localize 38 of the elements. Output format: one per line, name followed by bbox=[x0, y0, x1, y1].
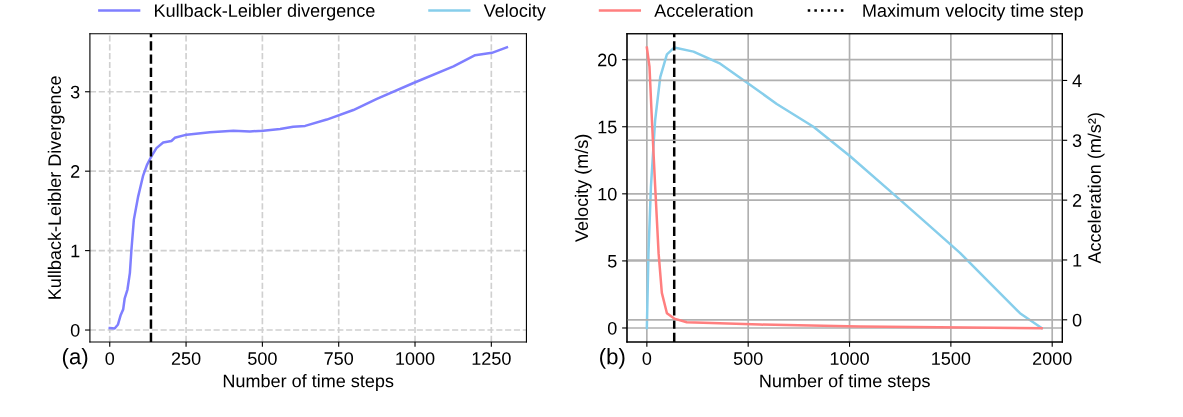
x-tick-label: 500 bbox=[248, 352, 277, 365]
x-tick-label: 1000 bbox=[830, 352, 869, 365]
text: (b) bbox=[600, 348, 625, 369]
y-axis-title: Kullback-Leibler Divergence bbox=[47, 76, 65, 299]
x-tick-label: 0 bbox=[105, 352, 115, 365]
y2-tick-label: 0 bbox=[1072, 313, 1082, 327]
x-tick-label: 1500 bbox=[932, 352, 971, 365]
y2-tick-label: 3 bbox=[1072, 134, 1082, 148]
y-tick-label: 5 bbox=[607, 255, 617, 268]
x-axis-title: Number of time steps bbox=[223, 374, 394, 391]
x-tick-label: 1000 bbox=[396, 352, 435, 365]
y-tick-label: 2 bbox=[71, 165, 80, 178]
y2-axis-title: Acceleration (m/s²) bbox=[1087, 113, 1105, 264]
y-axis-title: Velocity (m/s) bbox=[574, 134, 592, 242]
legend-label: Acceleration bbox=[654, 3, 753, 17]
y-tick-label: 3 bbox=[70, 85, 80, 99]
y-tick-label: 15 bbox=[598, 120, 617, 134]
line-series bbox=[108, 46, 509, 330]
y-tick-label: 1 bbox=[71, 244, 80, 258]
legend-label: Velocity bbox=[483, 3, 546, 21]
x-tick-label: 500 bbox=[733, 352, 763, 365]
x-tick-label: 750 bbox=[324, 352, 354, 365]
x-axis-title: Number of time steps bbox=[760, 374, 930, 391]
x-tick-label: 250 bbox=[171, 352, 201, 365]
line-series bbox=[645, 46, 1043, 330]
x-tick-label: 2000 bbox=[1033, 352, 1072, 365]
x-tick-label: 0 bbox=[642, 352, 652, 365]
text: (a) bbox=[62, 348, 88, 369]
x-tick-label: 1250 bbox=[472, 352, 511, 365]
y2-tick-label: 1 bbox=[1073, 254, 1082, 267]
y2-tick-label: 4 bbox=[1072, 74, 1082, 87]
y2-tick-label: 2 bbox=[1072, 194, 1082, 207]
y-tick-label: 10 bbox=[598, 187, 617, 201]
y-tick-label: 0 bbox=[607, 321, 617, 335]
legend-label: Maximum velocity time step bbox=[863, 3, 1083, 21]
y-tick-label: 20 bbox=[598, 53, 617, 67]
y-tick-label: 0 bbox=[70, 323, 80, 337]
legend-label: Kullback-Leibler divergence bbox=[155, 3, 375, 21]
